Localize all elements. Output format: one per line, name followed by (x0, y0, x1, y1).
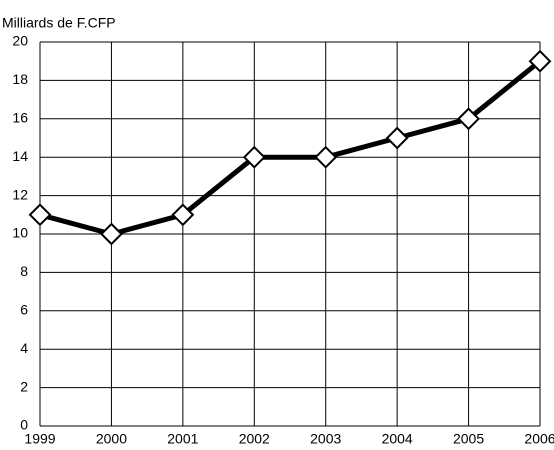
y-tick-label: 14 (12, 148, 28, 164)
marker (385, 126, 409, 150)
y-tick-label: 20 (12, 33, 28, 49)
data-line (39, 59, 542, 237)
x-tick-label: 2005 (453, 431, 484, 447)
x-tick-label: 2002 (239, 431, 270, 447)
x-tick-label: 2000 (96, 431, 127, 447)
x-tick-label: 2006 (524, 431, 554, 447)
y-axis-label: Milliards de F.CFP (2, 15, 116, 31)
marker (28, 203, 52, 227)
y-tick-label: 2 (20, 378, 28, 394)
y-tick-label: 6 (20, 302, 28, 318)
y-tick-label: 4 (20, 340, 28, 356)
marker (100, 222, 123, 246)
x-tick-label: 2001 (167, 431, 198, 447)
y-tick-label: 8 (20, 263, 28, 279)
x-tick-label: 2003 (310, 431, 341, 447)
marker (314, 145, 338, 169)
y-tick-label: 16 (12, 110, 28, 126)
marker (528, 49, 552, 73)
x-tick-label: 2004 (382, 431, 413, 447)
y-tick-label: 10 (12, 225, 28, 241)
marker (457, 107, 480, 131)
y-tick-label: 0 (20, 417, 28, 433)
marker (242, 145, 266, 169)
y-tick-label: 12 (12, 186, 28, 202)
y-tick-label: 18 (12, 71, 28, 87)
marker (171, 203, 195, 227)
x-tick-label: 1999 (24, 431, 55, 447)
